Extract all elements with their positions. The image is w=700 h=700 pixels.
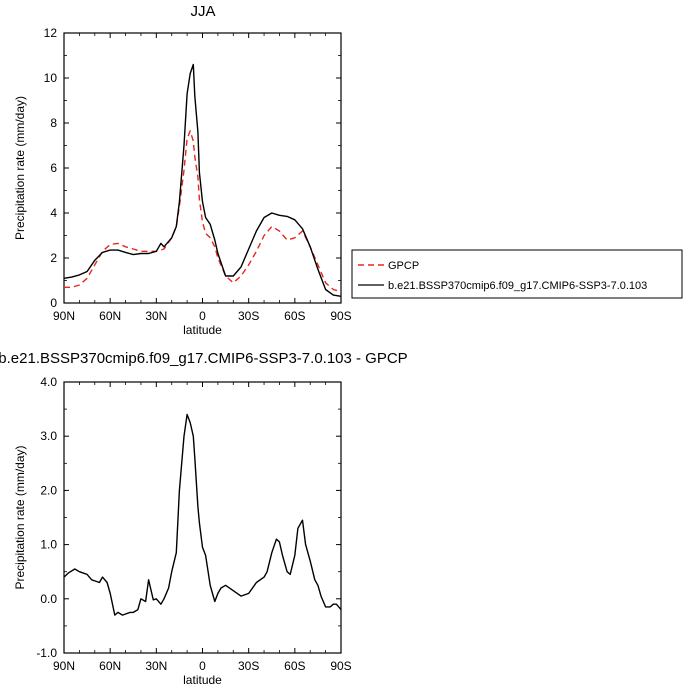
top-y-tick-label: 10 bbox=[44, 71, 58, 85]
bottom-x-tick-label: 60S bbox=[284, 659, 305, 673]
top-series-line-1 bbox=[63, 63, 342, 297]
top-y-tick-label: 0 bbox=[50, 296, 57, 310]
bottom-y-tick-label: 4.0 bbox=[40, 375, 57, 389]
bottom-chart: 90N 60N 30N 0 30S 60S 90S -1.0 0.0 1.0 2.0 3.0 4.0 la… bbox=[13, 375, 352, 687]
top-x-tick-label: 60N bbox=[99, 309, 121, 323]
legend: GPCP b.e21.BSSP370cmip6.f09_g17.CMIP6-SS… bbox=[351, 249, 683, 299]
bottom-x-tick-label: 0 bbox=[199, 659, 206, 673]
top-x-tick-label: 90N bbox=[53, 309, 75, 323]
top-y-tick-label: 8 bbox=[50, 116, 57, 130]
bottom-y-tick-label: 1.0 bbox=[40, 538, 57, 552]
top-y-tick-label: 6 bbox=[50, 161, 57, 175]
bottom-x-tick-label: 30S bbox=[238, 659, 259, 673]
bottom-chart-title: b.e21.BSSP370cmip6.f09_g17.CMIP6-SSP3-7.… bbox=[0, 350, 408, 367]
legend-box bbox=[351, 249, 683, 299]
legend-label-model: b.e21.BSSP370cmip6.f09_g17.CMIP6-SSP3-7.… bbox=[388, 280, 647, 292]
bottom-y-tick-label: 3.0 bbox=[40, 429, 57, 443]
top-chart-title: JJA bbox=[190, 3, 215, 20]
top-x-tick-label: 60S bbox=[284, 309, 305, 323]
top-y-tick-label: 12 bbox=[44, 26, 58, 40]
top-y-tick-label: 2 bbox=[50, 251, 57, 265]
bottom-x-tick-label: 90N bbox=[53, 659, 75, 673]
bottom-x-axis-label: latitude bbox=[183, 673, 222, 687]
bottom-series-line-0 bbox=[63, 413, 342, 616]
bottom-y-tick-label: 2.0 bbox=[40, 483, 57, 497]
bottom-x-tick-label: 30N bbox=[145, 659, 167, 673]
top-plot-frame bbox=[63, 32, 342, 304]
top-x-tick-label: 90S bbox=[330, 309, 351, 323]
bottom-plot-frame bbox=[63, 381, 342, 654]
bottom-x-tick-label: 60N bbox=[99, 659, 121, 673]
bottom-y-tick-label: -1.0 bbox=[36, 646, 57, 660]
top-y-axis-label: Precipitation rate (mm/day) bbox=[13, 96, 27, 240]
top-x-tick-label: 0 bbox=[199, 309, 206, 323]
top-x-tick-label: 30S bbox=[238, 309, 259, 323]
bottom-y-tick-label: 0.0 bbox=[40, 592, 57, 606]
top-y-tick-label: 4 bbox=[50, 206, 57, 220]
bottom-y-axis-label: Precipitation rate (mm/day) bbox=[13, 445, 27, 589]
top-series-line-0 bbox=[64, 130, 342, 293]
top-x-tick-label: 30N bbox=[145, 309, 167, 323]
top-chart: 90N 60N 30N 0 30S 60S 90S 0 2 4 6 8 10 12 latitude Prec… bbox=[13, 26, 352, 337]
top-x-axis-label: latitude bbox=[183, 323, 222, 337]
bottom-x-tick-label: 90S bbox=[330, 659, 351, 673]
legend-label-gpcp: GPCP bbox=[388, 260, 419, 272]
